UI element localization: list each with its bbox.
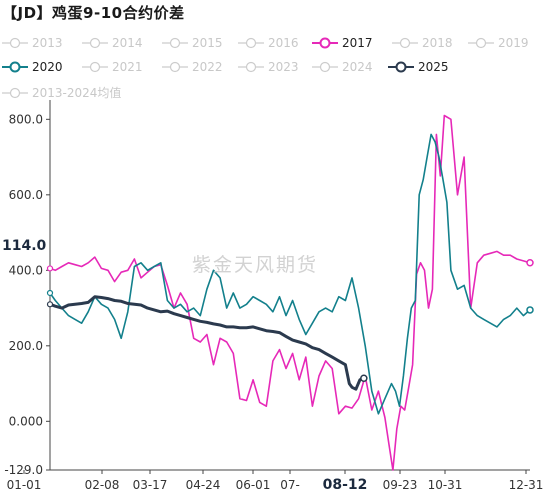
x-tick-label: 04-24 xyxy=(186,478,221,492)
y-tick-label: 0.000 xyxy=(9,414,43,428)
legend-marker-icon xyxy=(162,37,188,49)
legend-label: 2013-2024均值 xyxy=(32,86,122,100)
legend-marker-icon xyxy=(312,61,338,73)
y-tick-label: 200.0 xyxy=(9,339,43,353)
x-tick-label: 01-01 xyxy=(7,478,42,492)
legend-marker-icon xyxy=(388,61,414,73)
legend-label: 2014 xyxy=(112,36,143,50)
legend-label: 2021 xyxy=(112,60,143,74)
legend-marker-icon xyxy=(238,37,264,49)
legend-marker-icon xyxy=(238,61,264,73)
x-tick-label: 08-12 xyxy=(323,477,368,493)
legend-label: 2025 xyxy=(418,60,449,74)
legend-item-2015[interactable]: 2015 xyxy=(162,36,223,50)
legend-label: 2019 xyxy=(498,36,529,50)
legend-item-2013[interactable]: 2013 xyxy=(2,36,63,50)
x-tick-label: 02-08 xyxy=(85,478,120,492)
legend-item-2019[interactable]: 2019 xyxy=(468,36,529,50)
legend-label: 2022 xyxy=(192,60,223,74)
legend-marker-icon xyxy=(312,37,338,49)
x-tick-label: 09-23 xyxy=(383,478,418,492)
legend-item-2025[interactable]: 2025 xyxy=(388,60,449,74)
series-startpoint-2025 xyxy=(46,301,54,308)
series-endpoint-2020 xyxy=(526,306,534,314)
legend-marker-icon xyxy=(468,37,494,49)
y-tick-label: 400.0 xyxy=(9,263,43,277)
series-startpoint-2017 xyxy=(46,265,54,272)
legend-label: 2013 xyxy=(32,36,63,50)
legend-marker-icon xyxy=(162,61,188,73)
legend-marker-icon xyxy=(2,37,28,49)
legend-item-2024[interactable]: 2024 xyxy=(312,60,373,74)
legend-item-2014[interactable]: 2014 xyxy=(82,36,143,50)
legend-item-2018[interactable]: 2018 xyxy=(392,36,453,50)
series-endpoint-2025 xyxy=(360,374,368,383)
x-tick-label: 03-17 xyxy=(133,478,168,492)
legend-item-2020[interactable]: 2020 xyxy=(2,60,63,74)
legend-label: 2023 xyxy=(268,60,299,74)
legend-item-2016[interactable]: 2016 xyxy=(238,36,299,50)
legend-label: 2018 xyxy=(422,36,453,50)
legend-marker-icon xyxy=(2,87,28,98)
y-tick-label: 600.0 xyxy=(9,188,43,202)
series-endpoint-2017 xyxy=(526,259,534,267)
legend-marker-icon xyxy=(82,61,108,73)
legend-label: 2017 xyxy=(342,36,373,50)
legend-item-2021[interactable]: 2021 xyxy=(82,60,143,74)
x-tick-label: 06-01 xyxy=(236,478,271,492)
legend-label: 2024 xyxy=(342,60,373,74)
y-tick-label: 800.0 xyxy=(9,112,43,126)
chart-title: 【JD】鸡蛋9-10合约价差 xyxy=(2,4,185,22)
series-line-2020 xyxy=(49,133,531,415)
legend-marker-icon xyxy=(82,37,108,49)
series-startpoint-2020 xyxy=(46,289,54,297)
legend-item-2017[interactable]: 2017 xyxy=(312,36,373,50)
x-tick-label: 10-31 xyxy=(428,478,463,492)
watermark: 紫金天风期货 xyxy=(192,254,319,276)
x-tick-label: 07- xyxy=(280,478,300,492)
legend-item-2023[interactable]: 2023 xyxy=(238,60,299,74)
legend-label: 2016 xyxy=(268,36,299,50)
legend-marker-icon xyxy=(2,61,28,73)
x-tick-label: 12-31 xyxy=(509,478,544,492)
legend-item-2013-2024均值[interactable]: 2013-2024均值 xyxy=(2,84,121,101)
legend-marker-icon xyxy=(392,37,418,49)
legend-label: 2015 xyxy=(192,36,223,50)
current-value-label: 114.0 xyxy=(2,238,47,254)
legend-item-2022[interactable]: 2022 xyxy=(162,60,223,74)
legend-label: 2020 xyxy=(32,60,63,74)
series-line-2025 xyxy=(49,295,365,391)
series-line-2017 xyxy=(49,114,531,471)
